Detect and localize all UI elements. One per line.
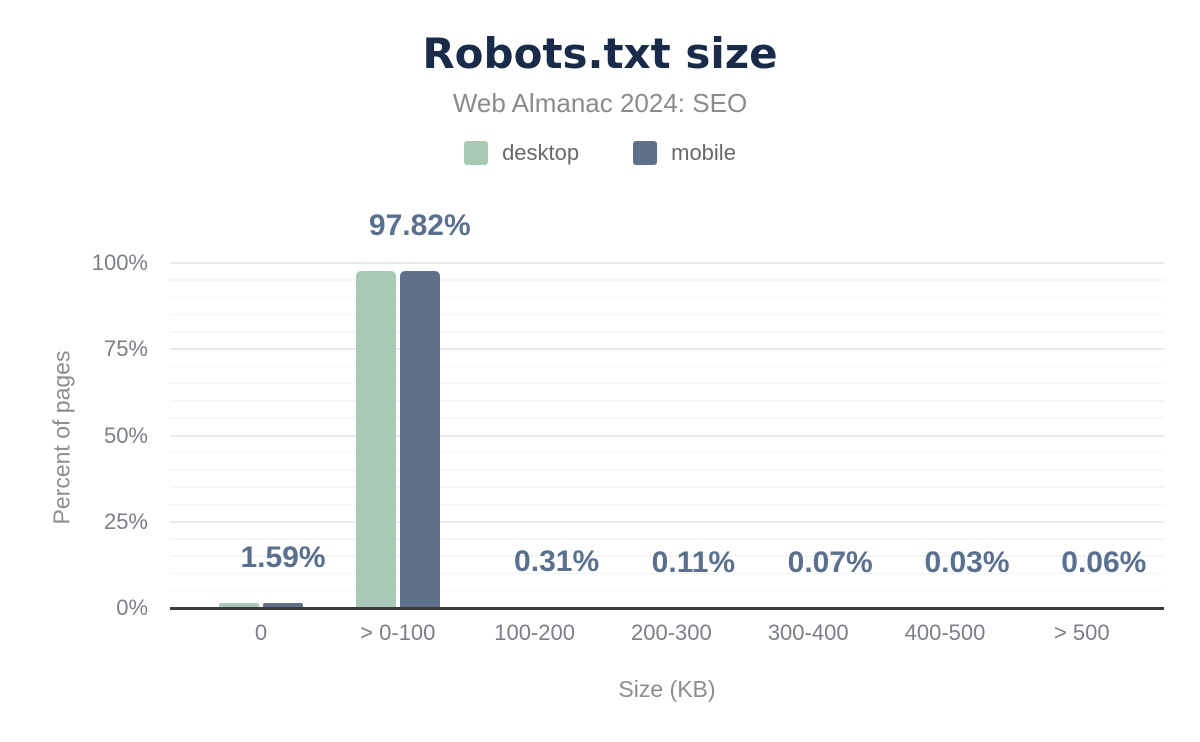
chart-subtitle: Web Almanac 2024: SEO xyxy=(452,88,748,118)
data-label: 0.11% xyxy=(651,545,736,579)
x-axis-line xyxy=(170,607,1164,610)
y-tick-label: 50% xyxy=(103,422,148,448)
x-tick-label: 400-500 xyxy=(904,620,986,645)
bar-mobile xyxy=(263,602,303,608)
gridline-minor xyxy=(170,365,1164,367)
legend-label-desktop: desktop xyxy=(502,140,580,165)
x-tick-label: 100-200 xyxy=(494,620,575,645)
gridline-minor xyxy=(170,503,1164,505)
gridline-minor xyxy=(170,589,1164,592)
gridline-major xyxy=(170,262,1164,264)
gridline-minor xyxy=(170,469,1164,471)
gridline-major xyxy=(170,520,1164,523)
mobile-swatch-icon xyxy=(633,141,658,165)
gridline-minor xyxy=(170,486,1164,488)
gridline-major xyxy=(170,348,1164,351)
gridline-minor xyxy=(170,451,1164,454)
bar-desktop xyxy=(219,602,259,608)
legend-item-mobile[interactable]: mobile xyxy=(633,140,736,166)
data-label: 0.31% xyxy=(514,544,600,578)
x-tick-label: > 500 xyxy=(1053,620,1110,645)
y-tick-label: 25% xyxy=(103,508,148,534)
x-tick-label: > 0-100 xyxy=(360,620,436,645)
gridline-minor xyxy=(170,296,1164,298)
legend-item-desktop[interactable]: desktop xyxy=(464,140,579,166)
bar-mobile xyxy=(399,270,440,608)
data-label: 97.82% xyxy=(368,208,471,242)
x-tick-label: 0 xyxy=(254,620,268,645)
gridline-minor xyxy=(170,279,1164,281)
x-tick-label: 300-400 xyxy=(767,620,849,645)
gridline-minor xyxy=(170,382,1164,385)
x-tick-label: 200-300 xyxy=(631,620,712,645)
gridline-minor xyxy=(170,417,1164,419)
y-tick-label: 75% xyxy=(103,336,148,362)
gridline-minor xyxy=(170,331,1164,333)
plot-area: 1.59% 97.82% 0.31% 0.11% 0.07% 0.03% 0.06% xyxy=(170,209,1164,608)
gridline-minor xyxy=(170,538,1164,540)
bar-desktop xyxy=(355,270,396,608)
gridline-minor xyxy=(170,313,1164,316)
legend: desktop mobile xyxy=(0,140,1200,166)
gridline-minor xyxy=(170,400,1164,402)
chart-title: Robots.txt size xyxy=(422,29,778,78)
y-tick-label: 100% xyxy=(91,250,148,275)
legend-label-mobile: mobile xyxy=(671,140,736,165)
desktop-swatch-icon xyxy=(464,141,489,165)
x-axis-title: Size (KB) xyxy=(618,676,716,702)
y-tick-label: 0% xyxy=(116,595,148,620)
data-label: 0.06% xyxy=(1061,545,1147,579)
gridline-minor xyxy=(170,555,1164,557)
gridline-minor xyxy=(170,572,1164,574)
data-label: 0.07% xyxy=(787,545,873,579)
gridline-major xyxy=(170,434,1164,437)
data-label: 1.59% xyxy=(240,540,326,574)
data-label: 0.03% xyxy=(924,545,1010,579)
